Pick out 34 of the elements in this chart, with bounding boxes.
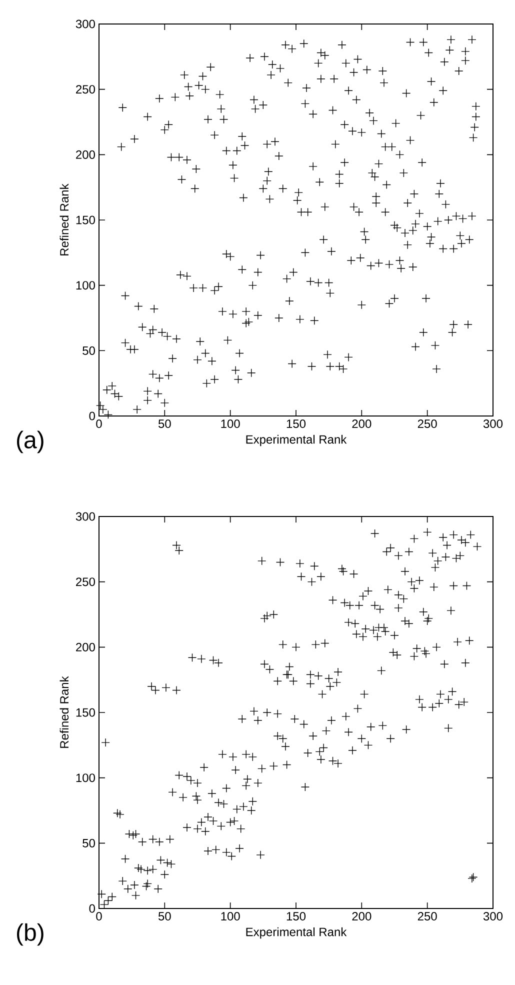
y-tick-label: 250: [76, 85, 95, 94]
y-tick-label: 50: [82, 838, 95, 848]
x-tick-label: 200: [352, 912, 372, 921]
x-tick-label: 150: [286, 912, 306, 921]
x-tick-label: 0: [96, 912, 102, 921]
x-tick-label: 100: [221, 912, 240, 921]
x-tick-label: 200: [352, 420, 372, 428]
y-tick-label: 150: [76, 708, 95, 717]
x-tick-label: 50: [158, 420, 171, 428]
y-tick-label: 50: [82, 346, 95, 355]
y-tick-label: 0: [89, 412, 96, 420]
text: (b): [17, 923, 44, 946]
x-tick-label: 250: [418, 912, 437, 921]
x-tick-label: 150: [286, 420, 306, 428]
y-tick-label: 200: [76, 150, 95, 159]
y-tick-label: 0: [89, 904, 96, 913]
x-tick-label: 0: [96, 420, 102, 428]
x-axis-title: Experimental Rank: [246, 434, 347, 446]
y-tick-label: 300: [76, 512, 95, 521]
y-tick-label: 300: [76, 20, 95, 28]
y-tick-label: 150: [76, 216, 95, 224]
x-tick-label: 250: [418, 420, 437, 428]
y-tick-label: 100: [76, 774, 95, 782]
y-tick-label: 200: [76, 642, 95, 652]
text: (a): [17, 430, 44, 454]
x-axis-title: Experimental Rank: [246, 927, 347, 939]
x-tick-label: 300: [483, 420, 503, 428]
y-axis-title: Refined Rank: [60, 676, 69, 748]
x-tick-label: 100: [221, 420, 240, 428]
y-tick-label: 100: [76, 281, 95, 290]
y-axis-title: Refined Rank: [60, 184, 69, 256]
y-tick-label: 250: [76, 578, 95, 586]
x-tick-label: 300: [483, 912, 503, 921]
x-tick-label: 50: [158, 912, 171, 921]
